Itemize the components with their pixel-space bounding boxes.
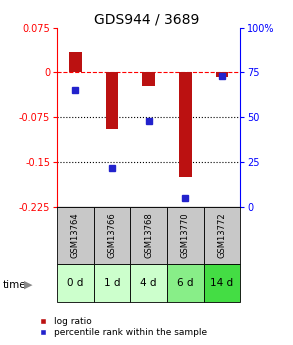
Text: time: time: [3, 280, 27, 289]
Text: GSM13766: GSM13766: [108, 213, 117, 258]
Bar: [94, 207, 130, 264]
Bar: [94, 264, 130, 302]
Text: 14 d: 14 d: [210, 278, 234, 288]
Bar: [69, 51, 82, 72]
Bar: [130, 264, 167, 302]
Text: 6 d: 6 d: [177, 278, 194, 288]
Text: GSM13764: GSM13764: [71, 213, 80, 258]
Text: 0 d: 0 d: [67, 278, 84, 288]
Bar: [216, 72, 228, 77]
Bar: [204, 207, 240, 264]
Text: GSM13770: GSM13770: [181, 213, 190, 258]
Text: 4 d: 4 d: [140, 278, 157, 288]
Bar: [57, 207, 94, 264]
Bar: [179, 72, 192, 177]
Legend: log ratio, percentile rank within the sample: log ratio, percentile rank within the sa…: [40, 317, 207, 337]
Bar: [167, 264, 204, 302]
Text: GSM13768: GSM13768: [144, 213, 153, 258]
Bar: [130, 207, 167, 264]
Bar: [106, 72, 118, 129]
Bar: [57, 264, 94, 302]
Bar: [204, 264, 240, 302]
Text: 1 d: 1 d: [104, 278, 120, 288]
Text: GDS944 / 3689: GDS944 / 3689: [94, 12, 199, 26]
Bar: [142, 72, 155, 86]
Text: ▶: ▶: [23, 280, 32, 289]
Text: GSM13772: GSM13772: [217, 213, 226, 258]
Bar: [167, 207, 204, 264]
